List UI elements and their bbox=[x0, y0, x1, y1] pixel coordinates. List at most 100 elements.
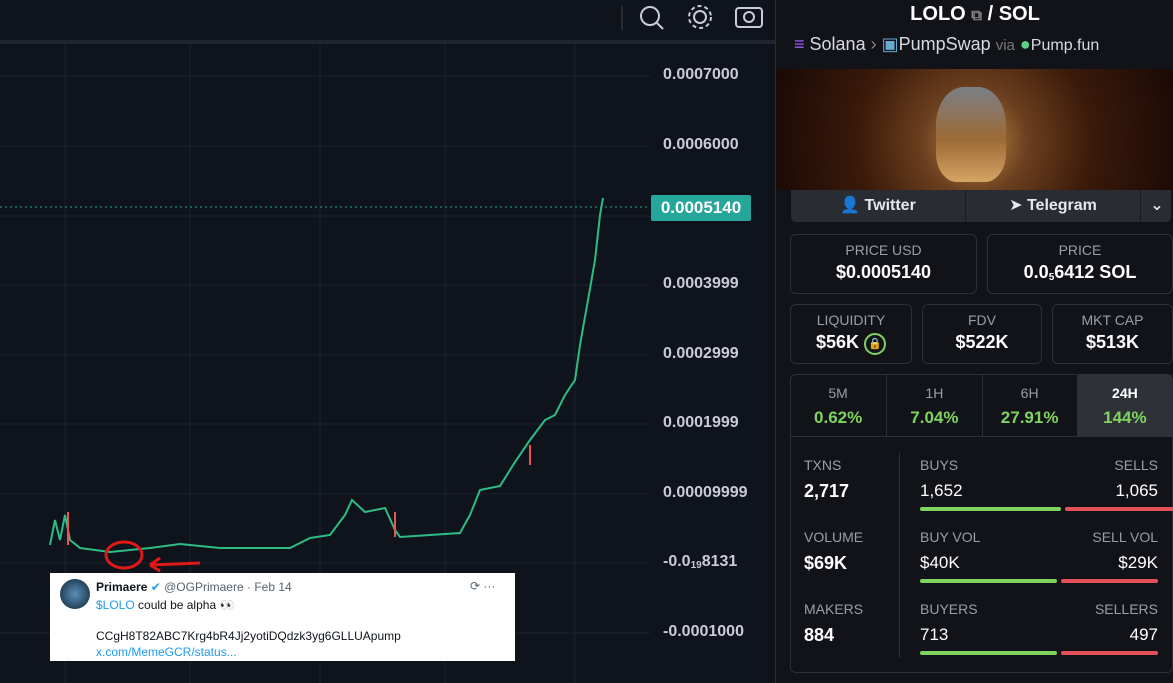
stat-value: $29K bbox=[1118, 553, 1158, 572]
stat-value: 2,717 bbox=[804, 481, 850, 501]
link-label: Telegram bbox=[1026, 197, 1097, 214]
token-banner bbox=[776, 69, 1173, 190]
annotation-arrow bbox=[149, 556, 201, 573]
verified-badge: ✔ bbox=[150, 580, 161, 594]
chevron: › bbox=[870, 34, 877, 54]
buy-bar bbox=[920, 651, 1057, 655]
stat-value: $522K bbox=[955, 332, 1009, 352]
stat-value: 713 bbox=[920, 625, 949, 644]
red-candles bbox=[67, 445, 531, 545]
pair-base: LOLO bbox=[910, 3, 966, 25]
period-label: 6H bbox=[1020, 385, 1039, 401]
link-label: Twitter bbox=[864, 197, 916, 214]
sell-bar bbox=[1061, 651, 1158, 655]
stat-value: $40K bbox=[920, 553, 960, 572]
copy-icon[interactable]: ⧉ bbox=[971, 7, 982, 24]
tweet-text: could be alpha 👀 bbox=[138, 598, 235, 612]
current-price-badge: 0.0005140 bbox=[651, 195, 751, 221]
sell-bar bbox=[1061, 579, 1158, 583]
label-prefix: -0.0 bbox=[663, 553, 691, 570]
period-label: 1H bbox=[925, 385, 944, 401]
lock-icon: 🔒 bbox=[864, 333, 887, 355]
tweet-link[interactable]: x.com/MemeGCR/status... bbox=[96, 645, 237, 659]
chain[interactable]: Solana bbox=[809, 34, 866, 54]
toolbar-border bbox=[0, 40, 775, 44]
metric-box: LIQUIDITY $56K 🔒 bbox=[790, 304, 912, 364]
price-rest: 6412 SOL bbox=[1054, 262, 1137, 282]
stat-label: VOLUME bbox=[804, 529, 864, 545]
stat-value: 1,652 bbox=[920, 481, 963, 500]
period-change: 0.62% bbox=[814, 408, 863, 427]
price-usd-box: PRICE USD $0.0005140 bbox=[790, 234, 977, 294]
telegram-button[interactable]: ➤ Telegram bbox=[966, 190, 1141, 222]
metric-box: MKT CAP $513K bbox=[1052, 304, 1173, 364]
launchpad[interactable]: Pump.fun bbox=[1030, 37, 1100, 54]
banner-figure bbox=[936, 87, 1006, 182]
divider bbox=[899, 453, 900, 658]
buy-bar bbox=[920, 579, 1057, 583]
stat-value: $0.0005140 bbox=[835, 262, 932, 282]
period-change: 144% bbox=[1103, 408, 1147, 427]
price-axis-label: 0.00009999 bbox=[663, 484, 748, 501]
price-path bbox=[49, 197, 604, 554]
period-tab[interactable]: 5M 0.62% bbox=[791, 375, 885, 436]
tweet-handle: @OGPrimaere · Feb 14 bbox=[164, 580, 292, 594]
period-tab[interactable]: 6H 27.91% bbox=[981, 375, 1077, 436]
buy-bar bbox=[920, 507, 1061, 511]
price-native-box: PRICE 0.056412 SOL bbox=[987, 234, 1173, 294]
dex[interactable]: PumpSwap bbox=[898, 34, 991, 54]
more-button[interactable]: ⌄ bbox=[1150, 197, 1164, 214]
stat-label: SELL VOL bbox=[1092, 529, 1158, 545]
tweet-name: Primaere bbox=[96, 580, 148, 594]
stat-value: 884 bbox=[804, 625, 835, 645]
price-axis-label: -0.0001000 bbox=[663, 623, 744, 640]
price-zeros: 5 bbox=[1048, 272, 1055, 283]
stat-label: BUYS bbox=[920, 457, 959, 473]
tweet-contract: CCgH8T82ABC7Krg4bR4Jj2yotiDQdzk3yg6GLLUA… bbox=[96, 629, 401, 643]
stat-label: LIQUIDITY bbox=[816, 312, 886, 328]
stat-label: PRICE USD bbox=[845, 242, 922, 258]
sell-bar bbox=[1065, 507, 1173, 511]
stat-label: MAKERS bbox=[804, 601, 864, 617]
links-bar: 👤 Twitter ➤ Telegram ⌄ bbox=[791, 190, 1171, 222]
period-change: 7.04% bbox=[910, 408, 959, 427]
tweet-menu[interactable]: ⟳ ··· bbox=[470, 579, 496, 593]
chain-icon: ≡ bbox=[794, 34, 805, 54]
stats-box: 5M 0.62% 1H 7.04% 6H 27.91% 24H 144% TXNS 2,717 B… bbox=[790, 374, 1173, 673]
price-prefix: 0.0 bbox=[1023, 262, 1049, 282]
twitter-button[interactable]: 👤 Twitter bbox=[791, 190, 966, 222]
toolbar-icons bbox=[640, 5, 763, 30]
stats-rows: TXNS 2,717 BUYS 1,652 SELLS 1,065 VOLUME $69K BU… bbox=[791, 437, 1173, 672]
metric-box: FDV $522K bbox=[922, 304, 1042, 364]
tweet-card[interactable]: Primaere ✔ @OGPrimaere · Feb 14 ⟳ ··· $L… bbox=[50, 573, 515, 661]
chart-area: 0.0007000 0.0006000 0.0005140 0.0003999 … bbox=[0, 5, 775, 683]
pair-sep: / bbox=[987, 3, 994, 25]
period-tab[interactable]: 24H 144% bbox=[1076, 375, 1172, 436]
stat-label: PRICE bbox=[1058, 242, 1102, 258]
tweet-cashtag[interactable]: $LOLO bbox=[96, 598, 135, 612]
label-zeros: 19 bbox=[690, 560, 702, 571]
period-tab[interactable]: 1H 7.04% bbox=[886, 375, 981, 436]
stat-label: BUYERS bbox=[920, 601, 978, 617]
via: via bbox=[995, 37, 1015, 54]
pair-quote: SOL bbox=[998, 3, 1040, 25]
price-axis-label: 0.0002999 bbox=[663, 345, 739, 362]
label-rest: 8131 bbox=[701, 553, 738, 570]
stat-label: MKT CAP bbox=[1081, 312, 1144, 328]
stat-value: 497 bbox=[1129, 625, 1158, 644]
price-axis-label: 0.0001999 bbox=[663, 414, 739, 431]
annotation-circle bbox=[104, 540, 144, 570]
stat-label: FDV bbox=[968, 312, 996, 328]
stat-value: $513K bbox=[1085, 332, 1140, 352]
price-axis-label: 0.0003999 bbox=[663, 275, 739, 292]
period-label: 24H bbox=[1112, 385, 1138, 401]
stat-label: TXNS bbox=[804, 457, 842, 473]
stat-value: 1,065 bbox=[1115, 481, 1158, 500]
period-tabs: 5M 0.62% 1H 7.04% 6H 27.91% 24H 144% bbox=[791, 375, 1172, 437]
price-axis-label: -0.0198131 bbox=[663, 553, 737, 571]
tweet-avatar bbox=[60, 579, 90, 609]
stat-label: SELLS bbox=[1114, 457, 1158, 473]
stat-label: SELLERS bbox=[1094, 601, 1158, 617]
